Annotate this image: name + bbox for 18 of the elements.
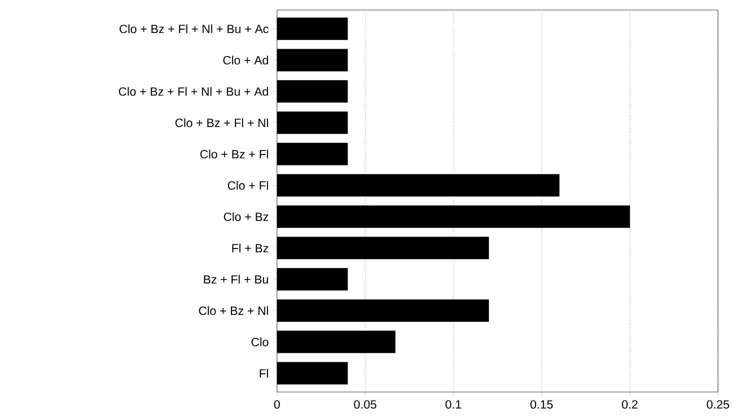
y-tick-label: Clo + Bz + Fl + Nl + Bu + Ad bbox=[118, 87, 268, 96]
y-tick-label: Clo + Bz + Fl + Nl bbox=[175, 118, 268, 128]
y-tick-label: Clo + Bz + Fl bbox=[200, 150, 268, 158]
y-tick-label: Clo + Bz + Nl bbox=[198, 306, 268, 315]
y-tick-label: Clo + Bz bbox=[224, 212, 268, 222]
x-tick-label: 0 bbox=[274, 400, 280, 409]
y-tick-label: Fl bbox=[260, 368, 268, 378]
y-tick-label: Clo + Bz + Fl + Nl + Bu + Ac bbox=[120, 24, 268, 34]
x-tick-label: 0.15 bbox=[530, 400, 553, 409]
x-tick-label: 0.1 bbox=[446, 400, 462, 409]
x-tick-label: 0.25 bbox=[706, 400, 730, 409]
y-tick-label: Clo bbox=[251, 338, 268, 346]
x-tick-label: 0.2 bbox=[622, 400, 638, 409]
y-tick-label: Clo + Ad bbox=[223, 56, 268, 64]
x-tick-label: 0.05 bbox=[354, 400, 376, 409]
y-tick-label: Fl + Bz bbox=[232, 244, 268, 252]
y-tick-label: Clo + Fl bbox=[228, 180, 268, 190]
y-tick-label: Bz + Fl + Bu bbox=[204, 274, 268, 284]
